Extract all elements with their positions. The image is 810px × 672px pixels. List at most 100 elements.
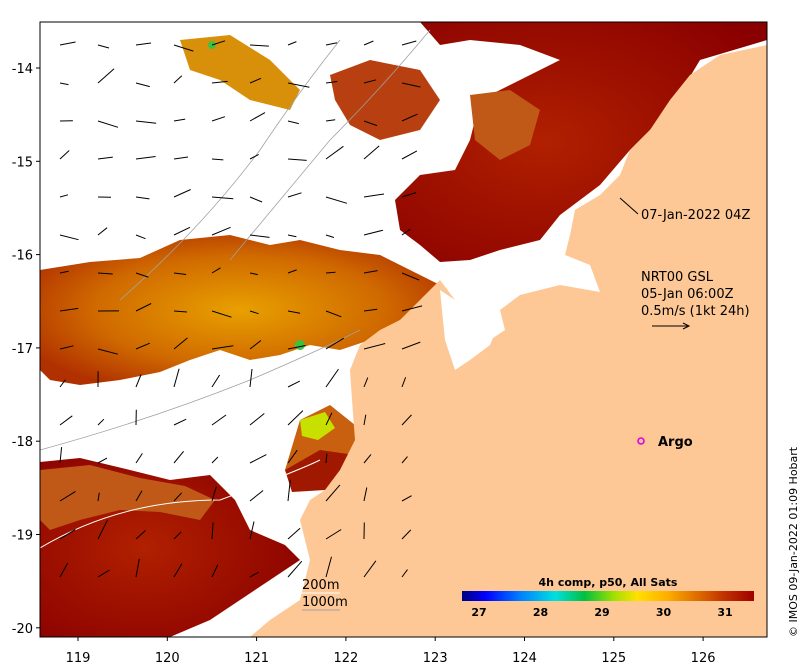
current-arrow (211, 456, 219, 464)
current-vectors (59, 40, 423, 578)
x-tick-label: 126 (691, 651, 716, 666)
current-arrow (135, 272, 149, 278)
current-arrow (287, 269, 297, 274)
y-tick-label: -20 (12, 622, 33, 637)
sst-patch-north-mid (330, 60, 440, 140)
current-arrow (173, 75, 183, 84)
current-arrow (135, 530, 146, 540)
current-arrow (363, 229, 384, 236)
sst-patch-coast-dark (285, 450, 360, 492)
current-arrow (249, 112, 266, 122)
current-arrow (135, 342, 150, 350)
current-arrow (325, 412, 333, 426)
argo-marker (637, 437, 645, 445)
current-arrow (211, 522, 214, 540)
current-arrow (249, 413, 265, 426)
current-arrow (401, 529, 412, 540)
current-arrow (173, 272, 187, 275)
sst-patch-southwest-light (40, 465, 215, 530)
isobath-legend-200: 200m (302, 578, 339, 593)
current-arrow (325, 368, 339, 388)
current-arrow (363, 343, 386, 350)
current-arrow (249, 153, 259, 160)
x-tick-label: 122 (333, 651, 358, 666)
colorbar (462, 591, 754, 601)
current-arrow (135, 196, 150, 200)
current-arrow (401, 456, 408, 464)
current-arrow (401, 377, 407, 388)
y-tick-label: -17 (12, 342, 33, 357)
y-tick-label: -15 (12, 155, 33, 170)
current-arrow (401, 228, 411, 236)
current-arrow (59, 415, 73, 426)
current-arrow (97, 272, 113, 275)
current-info-line1: NRT00 GSL (641, 270, 714, 285)
current-arrow (287, 380, 301, 388)
current-arrow (287, 449, 298, 464)
colorbar-title: 4h comp, p50, All Sats (539, 576, 678, 589)
current-arrow (59, 194, 69, 198)
current-arrow (249, 571, 259, 578)
current-arrow (211, 414, 227, 426)
argo-label: Argo (658, 435, 693, 450)
current-arrow (173, 368, 180, 388)
current-arrow (173, 531, 182, 540)
sst-patch-north-right (470, 90, 540, 160)
current-arrow (59, 447, 63, 464)
current-arrow (363, 308, 378, 312)
current-arrow (59, 150, 70, 160)
current-arrow (363, 145, 380, 160)
current-arrow (363, 560, 377, 578)
current-arrow (249, 454, 267, 464)
current-arrow (287, 120, 299, 125)
colorbar-ticks: 27 28 29 30 31 (471, 606, 732, 619)
pass-pointer (619, 197, 639, 215)
current-arrow (401, 82, 421, 88)
current-arrow (173, 118, 186, 122)
current-arrow (287, 82, 310, 88)
x-tick-label: 121 (244, 651, 269, 666)
current-arrow (287, 527, 301, 540)
current-arrow (325, 337, 345, 350)
land-mass (250, 45, 767, 637)
credit-label: © IMOS 09-Jan-2022 01:09 Hobart (787, 446, 800, 637)
colorbar-tick-label: 30 (656, 606, 672, 619)
current-arrow (325, 453, 328, 464)
current-arrow (173, 310, 188, 313)
isobath-legend-1000: 1000m (302, 595, 348, 610)
current-arrow (249, 272, 258, 276)
current-arrow (97, 227, 108, 236)
current-arrow (211, 374, 221, 388)
current-arrow (135, 82, 150, 88)
current-arrow (401, 150, 418, 160)
x-tick-label: 124 (512, 651, 537, 666)
current-arrow (97, 68, 115, 84)
y-tick-label: -16 (12, 249, 33, 264)
current-arrow (401, 341, 421, 350)
current-arrow (135, 156, 156, 160)
current-arrow (173, 337, 188, 350)
current-arrow (325, 145, 344, 160)
current-arrow (59, 270, 69, 274)
pass-label: 07-Jan-2022 04Z (641, 208, 750, 223)
x-tick-label: 125 (601, 651, 626, 666)
sst-patch-green-dot (295, 340, 305, 350)
sst-patch-north-orange (180, 35, 300, 110)
colorbar-tick-label: 31 (717, 606, 732, 619)
current-arrow (59, 379, 66, 388)
current-arrow (249, 77, 262, 84)
current-arrow (211, 267, 221, 274)
current-arrow (211, 158, 224, 161)
sst-patch-green (300, 412, 335, 440)
current-info-line3: 0.5m/s (1kt 24h) (641, 304, 750, 319)
current-arrow (97, 569, 110, 578)
current-arrow (97, 492, 100, 502)
current-arrow (401, 113, 418, 122)
current-arrow (135, 453, 143, 464)
current-arrow (287, 410, 304, 426)
current-arrow (135, 490, 143, 502)
current-arrow (173, 492, 183, 502)
current-arrow (97, 120, 119, 128)
current-arrow (363, 270, 378, 274)
